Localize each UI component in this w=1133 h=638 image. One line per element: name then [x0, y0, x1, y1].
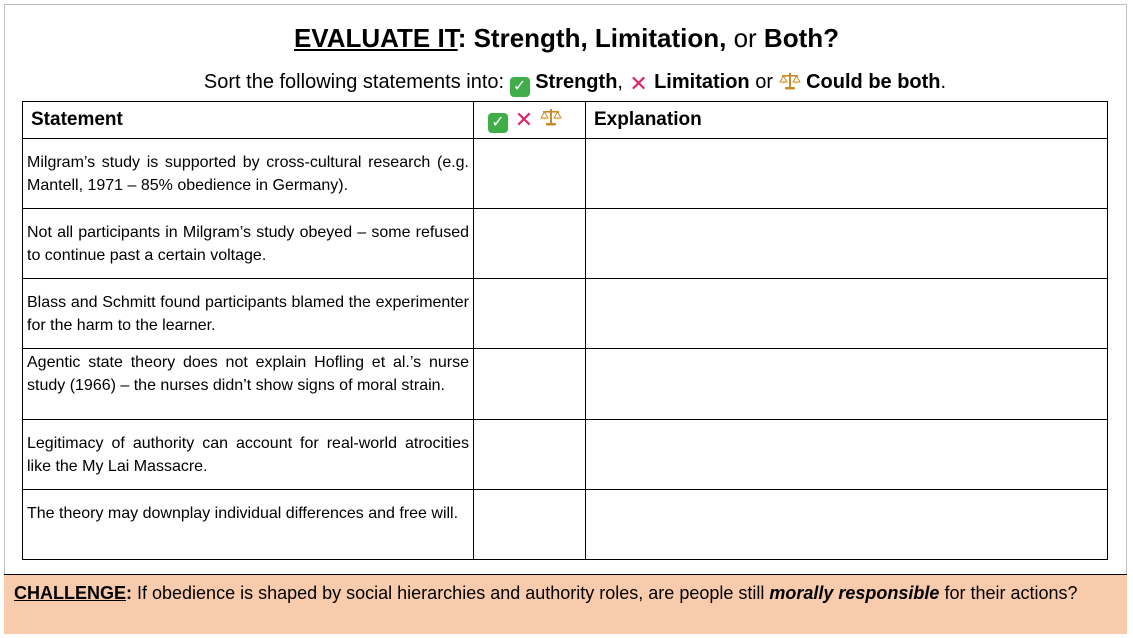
explanation-cell[interactable]	[585, 489, 1108, 560]
statement-cell: Milgram’s study is supported by cross-cu…	[22, 138, 474, 209]
instructions-strength: Strength	[535, 71, 618, 93]
balance-scale-icon	[540, 109, 562, 126]
table-row: Milgram’s study is supported by cross-cu…	[22, 138, 1108, 209]
challenge-text-end: for their actions?	[939, 583, 1078, 603]
instructions-limitation: Limitation	[654, 71, 750, 93]
title-both: Both?	[763, 23, 840, 53]
instructions-or: or	[749, 71, 779, 93]
rating-cell[interactable]	[473, 348, 586, 420]
check-mark-icon: ✓	[509, 77, 530, 97]
cross-mark-icon: ✕	[629, 71, 648, 96]
statement-header: Statement	[22, 101, 474, 139]
table-row: Not all participants in Milgram’s study …	[22, 208, 1108, 279]
table-row: The theory may downplay individual diffe…	[22, 489, 1108, 560]
cross-mark-icon: ✕	[514, 107, 534, 132]
instructions-end: .	[940, 71, 947, 93]
rating-cell[interactable]	[473, 489, 586, 560]
table-row: Legitimacy of authority can account for …	[22, 419, 1108, 490]
challenge-text-start: If obedience is shaped by social hierarc…	[132, 583, 770, 603]
explanation-header: Explanation	[585, 101, 1108, 139]
challenge-label: CHALLENGE	[14, 583, 126, 603]
rating-cell[interactable]	[473, 278, 586, 349]
statement-cell: Agentic state theory does not explain Ho…	[22, 348, 474, 420]
instructions-both: Could be both	[806, 71, 941, 93]
instructions: Sort the following statements into: ✓ St…	[5, 71, 1133, 97]
explanation-cell[interactable]	[585, 208, 1108, 279]
explanation-cell[interactable]	[585, 278, 1108, 349]
evaluation-table: Statement ✓ ✕ Explanation Milgram’s study…	[22, 101, 1108, 560]
table-row: Blass and Schmitt found participants bla…	[22, 278, 1108, 349]
table-header-row: Statement ✓ ✕ Explanation	[22, 101, 1108, 139]
rating-header: ✓ ✕	[473, 101, 586, 139]
challenge-emphasis: morally responsible	[769, 583, 940, 603]
rating-cell[interactable]	[473, 138, 586, 209]
instructions-separator: ,	[617, 71, 629, 93]
page-title: EVALUATE IT: Strength, Limitation, or Bo…	[5, 23, 1128, 54]
challenge-colon: :	[126, 583, 132, 603]
rating-cell[interactable]	[473, 208, 586, 279]
statement-cell: Blass and Schmitt found participants bla…	[22, 278, 474, 349]
title-evaluate: EVALUATE IT	[293, 23, 458, 53]
title-or: or	[726, 23, 764, 53]
instructions-lead: Sort the following statements into:	[203, 71, 510, 93]
check-mark-icon: ✓	[488, 113, 508, 133]
title-options: : Strength, Limitation,	[457, 23, 727, 53]
challenge-box: CHALLENGE: If obedience is shaped by soc…	[4, 574, 1127, 634]
rating-cell[interactable]	[473, 419, 586, 490]
table-row: Agentic state theory does not explain Ho…	[22, 348, 1108, 420]
statement-cell: Not all participants in Milgram’s study …	[22, 208, 474, 279]
statement-cell: The theory may downplay individual diffe…	[22, 489, 474, 560]
explanation-cell[interactable]	[585, 419, 1108, 490]
statement-cell: Legitimacy of authority can account for …	[22, 419, 474, 490]
explanation-cell[interactable]	[585, 348, 1108, 420]
balance-scale-icon	[778, 73, 801, 90]
explanation-cell[interactable]	[585, 138, 1108, 209]
